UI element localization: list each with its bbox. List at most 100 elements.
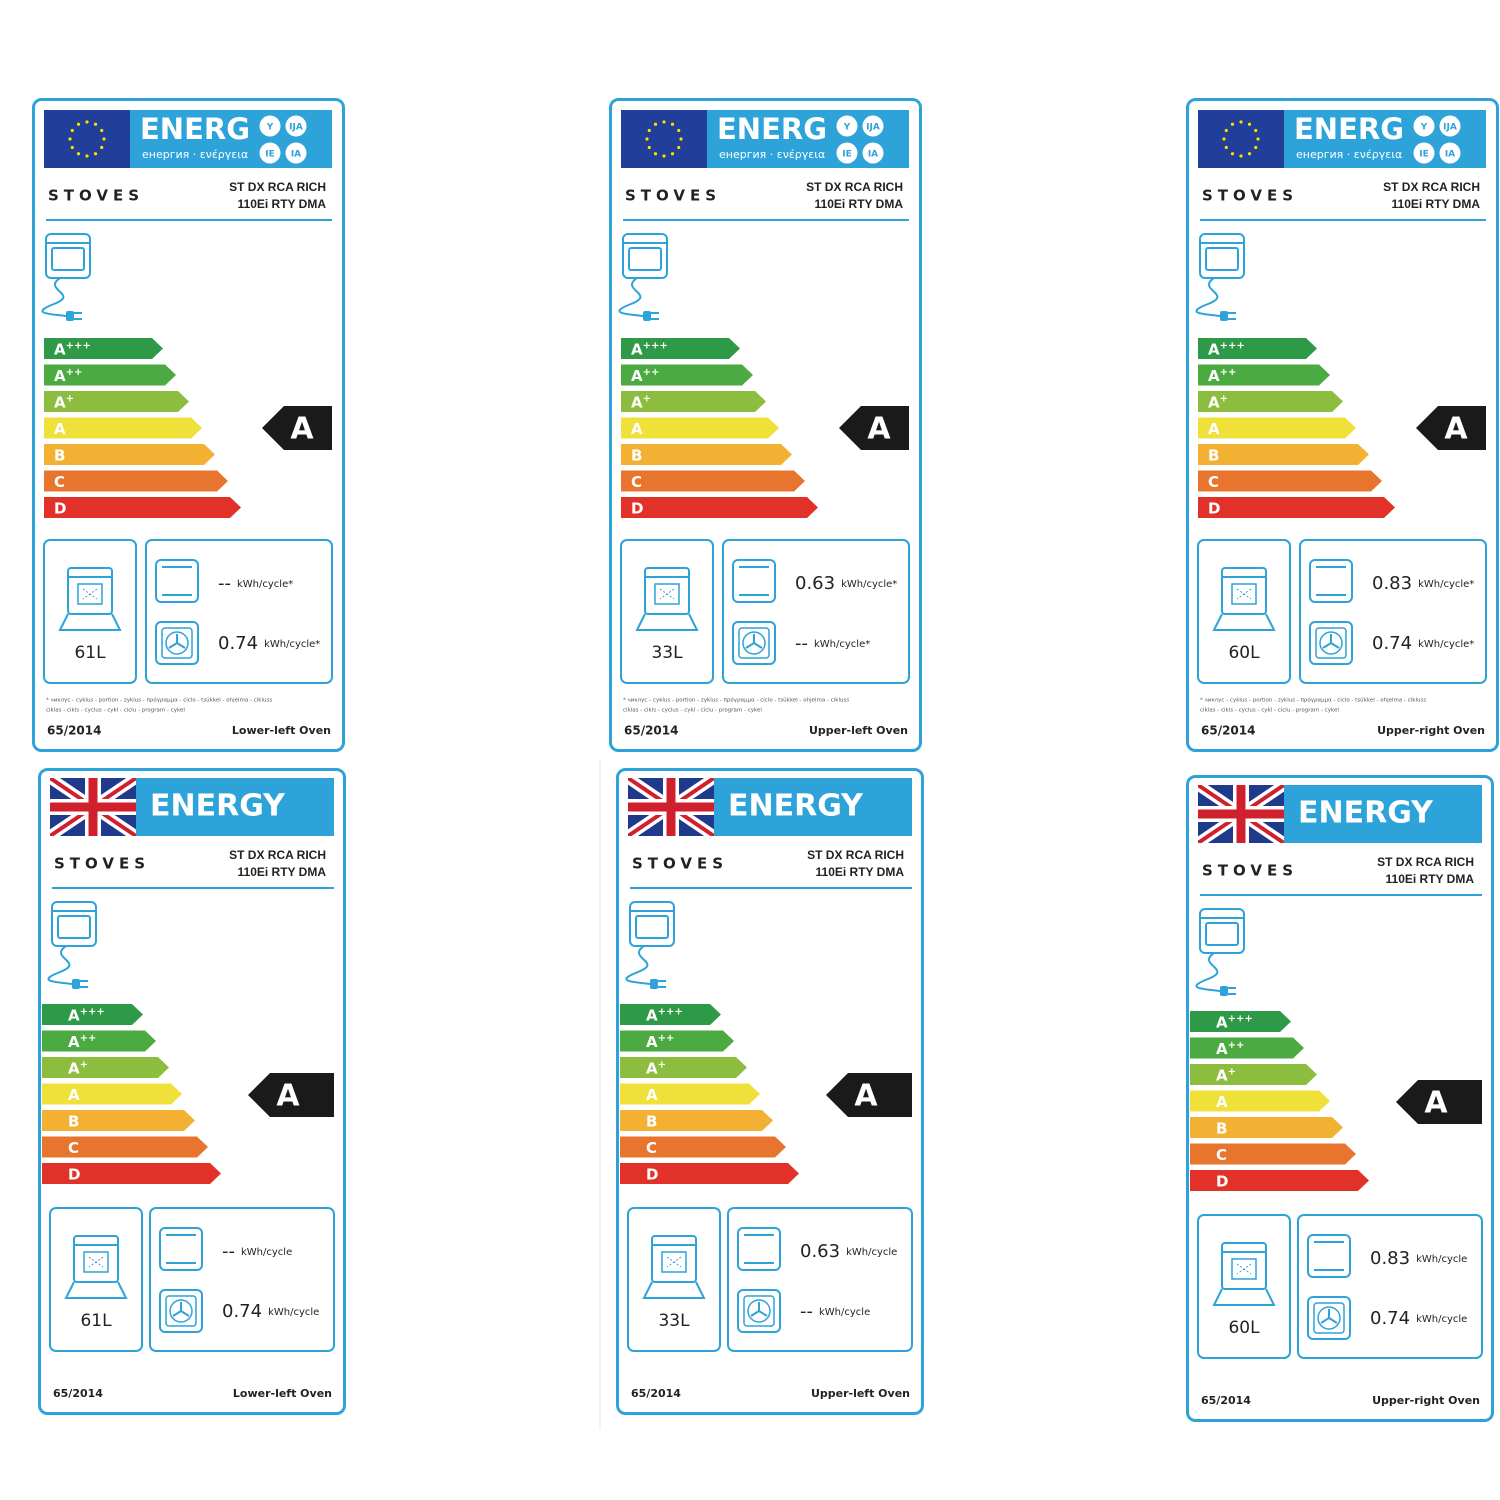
class-bar bbox=[1198, 364, 1330, 386]
regulation: 65/2014 bbox=[1201, 1394, 1251, 1407]
language-badge-text: IE bbox=[1419, 150, 1429, 160]
language-badge bbox=[862, 142, 884, 164]
energy-label: ENERG енергия · ενέργεια Y IJA IE IA STOVES ST … bbox=[609, 98, 922, 752]
consumption-box bbox=[1297, 1214, 1483, 1359]
class-label: A bbox=[646, 1086, 658, 1104]
class-letter: A bbox=[646, 1033, 658, 1051]
volume-icon bbox=[64, 1281, 128, 1299]
fan-value: -- bbox=[795, 633, 808, 654]
class-bar bbox=[620, 1163, 799, 1184]
fan-consumption: 0.74 kWh/cycle* bbox=[1372, 633, 1474, 654]
volume-icon bbox=[1231, 583, 1257, 605]
volume-icon bbox=[644, 567, 690, 615]
rating-arrow bbox=[1416, 406, 1486, 450]
footnote: ciklas - cikls - cyclus - cykl - ciclu -… bbox=[46, 708, 185, 714]
class-bar bbox=[44, 470, 228, 492]
cable-icon bbox=[618, 277, 644, 317]
class-letter: D bbox=[1216, 1172, 1228, 1190]
energy-label: ENERGY STOVES ST DX RCA RICH 110Ei RTY DMA A… bbox=[1186, 775, 1494, 1422]
fan-icon bbox=[172, 1302, 190, 1317]
fan-icon bbox=[159, 1289, 203, 1333]
model-name: ST DX RCA RICH bbox=[229, 848, 326, 862]
volume-icon bbox=[1221, 1242, 1267, 1290]
language-badge bbox=[862, 115, 884, 137]
class-bar bbox=[621, 444, 792, 465]
class-letter: A bbox=[54, 367, 66, 385]
fan-unit: kWh/cycle* bbox=[814, 639, 870, 650]
class-bar bbox=[1190, 1064, 1317, 1085]
class-letter: A bbox=[68, 1059, 80, 1077]
volume-icon bbox=[1212, 1288, 1276, 1306]
volume-icon bbox=[651, 1235, 697, 1283]
class-label: C bbox=[1216, 1146, 1227, 1164]
fan-unit: kWh/cycle bbox=[1416, 1314, 1467, 1325]
fan-icon bbox=[168, 634, 186, 649]
header-title: ENERG bbox=[717, 112, 827, 146]
language-badge bbox=[285, 115, 307, 137]
model-name: ST DX RCA RICH bbox=[807, 848, 904, 862]
eu-star bbox=[647, 145, 651, 150]
fan-icon bbox=[737, 1289, 781, 1333]
volume-icon bbox=[1221, 567, 1267, 615]
consumption-box bbox=[727, 1207, 913, 1352]
class-bar bbox=[621, 470, 805, 492]
eu-star bbox=[1254, 128, 1258, 133]
rating-arrow bbox=[839, 406, 909, 450]
oven-icon bbox=[635, 915, 669, 939]
fan-unit: kWh/cycle bbox=[268, 1307, 319, 1318]
fan-icon bbox=[165, 631, 189, 655]
model-name: 110Ei RTY DMA bbox=[1386, 872, 1475, 886]
plug-icon bbox=[66, 311, 74, 321]
class-plus: + bbox=[66, 394, 74, 405]
fan-icon bbox=[1313, 1302, 1345, 1334]
class-label: C bbox=[1208, 473, 1219, 491]
energy-label: ENERG енергия · ενέργεια Y IJA IE IA STOVES ST … bbox=[1186, 98, 1499, 752]
conventional-icon bbox=[1307, 1234, 1351, 1278]
conventional-value: 0.63 bbox=[795, 573, 835, 594]
footnote: * чиклус - cyklus - portion - zyklus - π… bbox=[46, 697, 272, 704]
footnote: * чиклус - cyklus - portion - zyklus - π… bbox=[623, 697, 849, 704]
eu-star bbox=[1224, 128, 1228, 133]
volume-icon bbox=[82, 588, 98, 600]
fan-consumption: -- kWh/cycle* bbox=[795, 633, 870, 654]
fan-consumption: 0.74 kWh/cycle bbox=[222, 1301, 319, 1322]
plug-icon bbox=[643, 311, 651, 321]
volume-icon bbox=[659, 588, 675, 600]
class-bar bbox=[44, 364, 176, 386]
class-label: A bbox=[1216, 1093, 1228, 1111]
eu-star bbox=[1222, 137, 1226, 141]
conventional-unit: kWh/cycle* bbox=[1418, 579, 1474, 590]
oven-position: Upper-left Oven bbox=[809, 724, 908, 737]
class-letter: D bbox=[54, 499, 66, 517]
class-label: D bbox=[631, 499, 643, 517]
class-letter: B bbox=[646, 1112, 657, 1130]
class-plus: + bbox=[643, 394, 651, 405]
volume-icon bbox=[666, 1256, 682, 1268]
eu-star bbox=[85, 154, 89, 158]
class-label: A+++ bbox=[646, 1006, 683, 1024]
eu-star bbox=[1230, 152, 1235, 156]
class-label: B bbox=[646, 1112, 657, 1130]
class-label: A+ bbox=[68, 1059, 88, 1077]
class-bar bbox=[44, 417, 202, 439]
eu-star bbox=[670, 152, 675, 156]
class-label: B bbox=[68, 1112, 79, 1130]
header-title: ENERG bbox=[1294, 112, 1404, 146]
fan-icon bbox=[738, 627, 770, 659]
language-badge-text: IJA bbox=[1443, 123, 1457, 133]
volume-box bbox=[49, 1207, 143, 1352]
conventional-unit: kWh/cycle bbox=[846, 1247, 897, 1258]
eu-star bbox=[1247, 152, 1252, 156]
class-bar bbox=[620, 1083, 760, 1105]
class-letter: A bbox=[1208, 367, 1220, 385]
eu-star bbox=[1239, 154, 1243, 158]
conventional-value: 0.83 bbox=[1372, 573, 1412, 594]
eu-star bbox=[68, 137, 72, 141]
eu-star bbox=[76, 122, 81, 126]
class-label: A++ bbox=[68, 1033, 96, 1051]
eu-star bbox=[1254, 145, 1258, 150]
language-badge bbox=[285, 142, 307, 164]
conventional-consumption: -- kWh/cycle bbox=[222, 1241, 292, 1262]
footnote: * чиклус - cyklus - portion - zyklus - π… bbox=[1200, 697, 1426, 704]
